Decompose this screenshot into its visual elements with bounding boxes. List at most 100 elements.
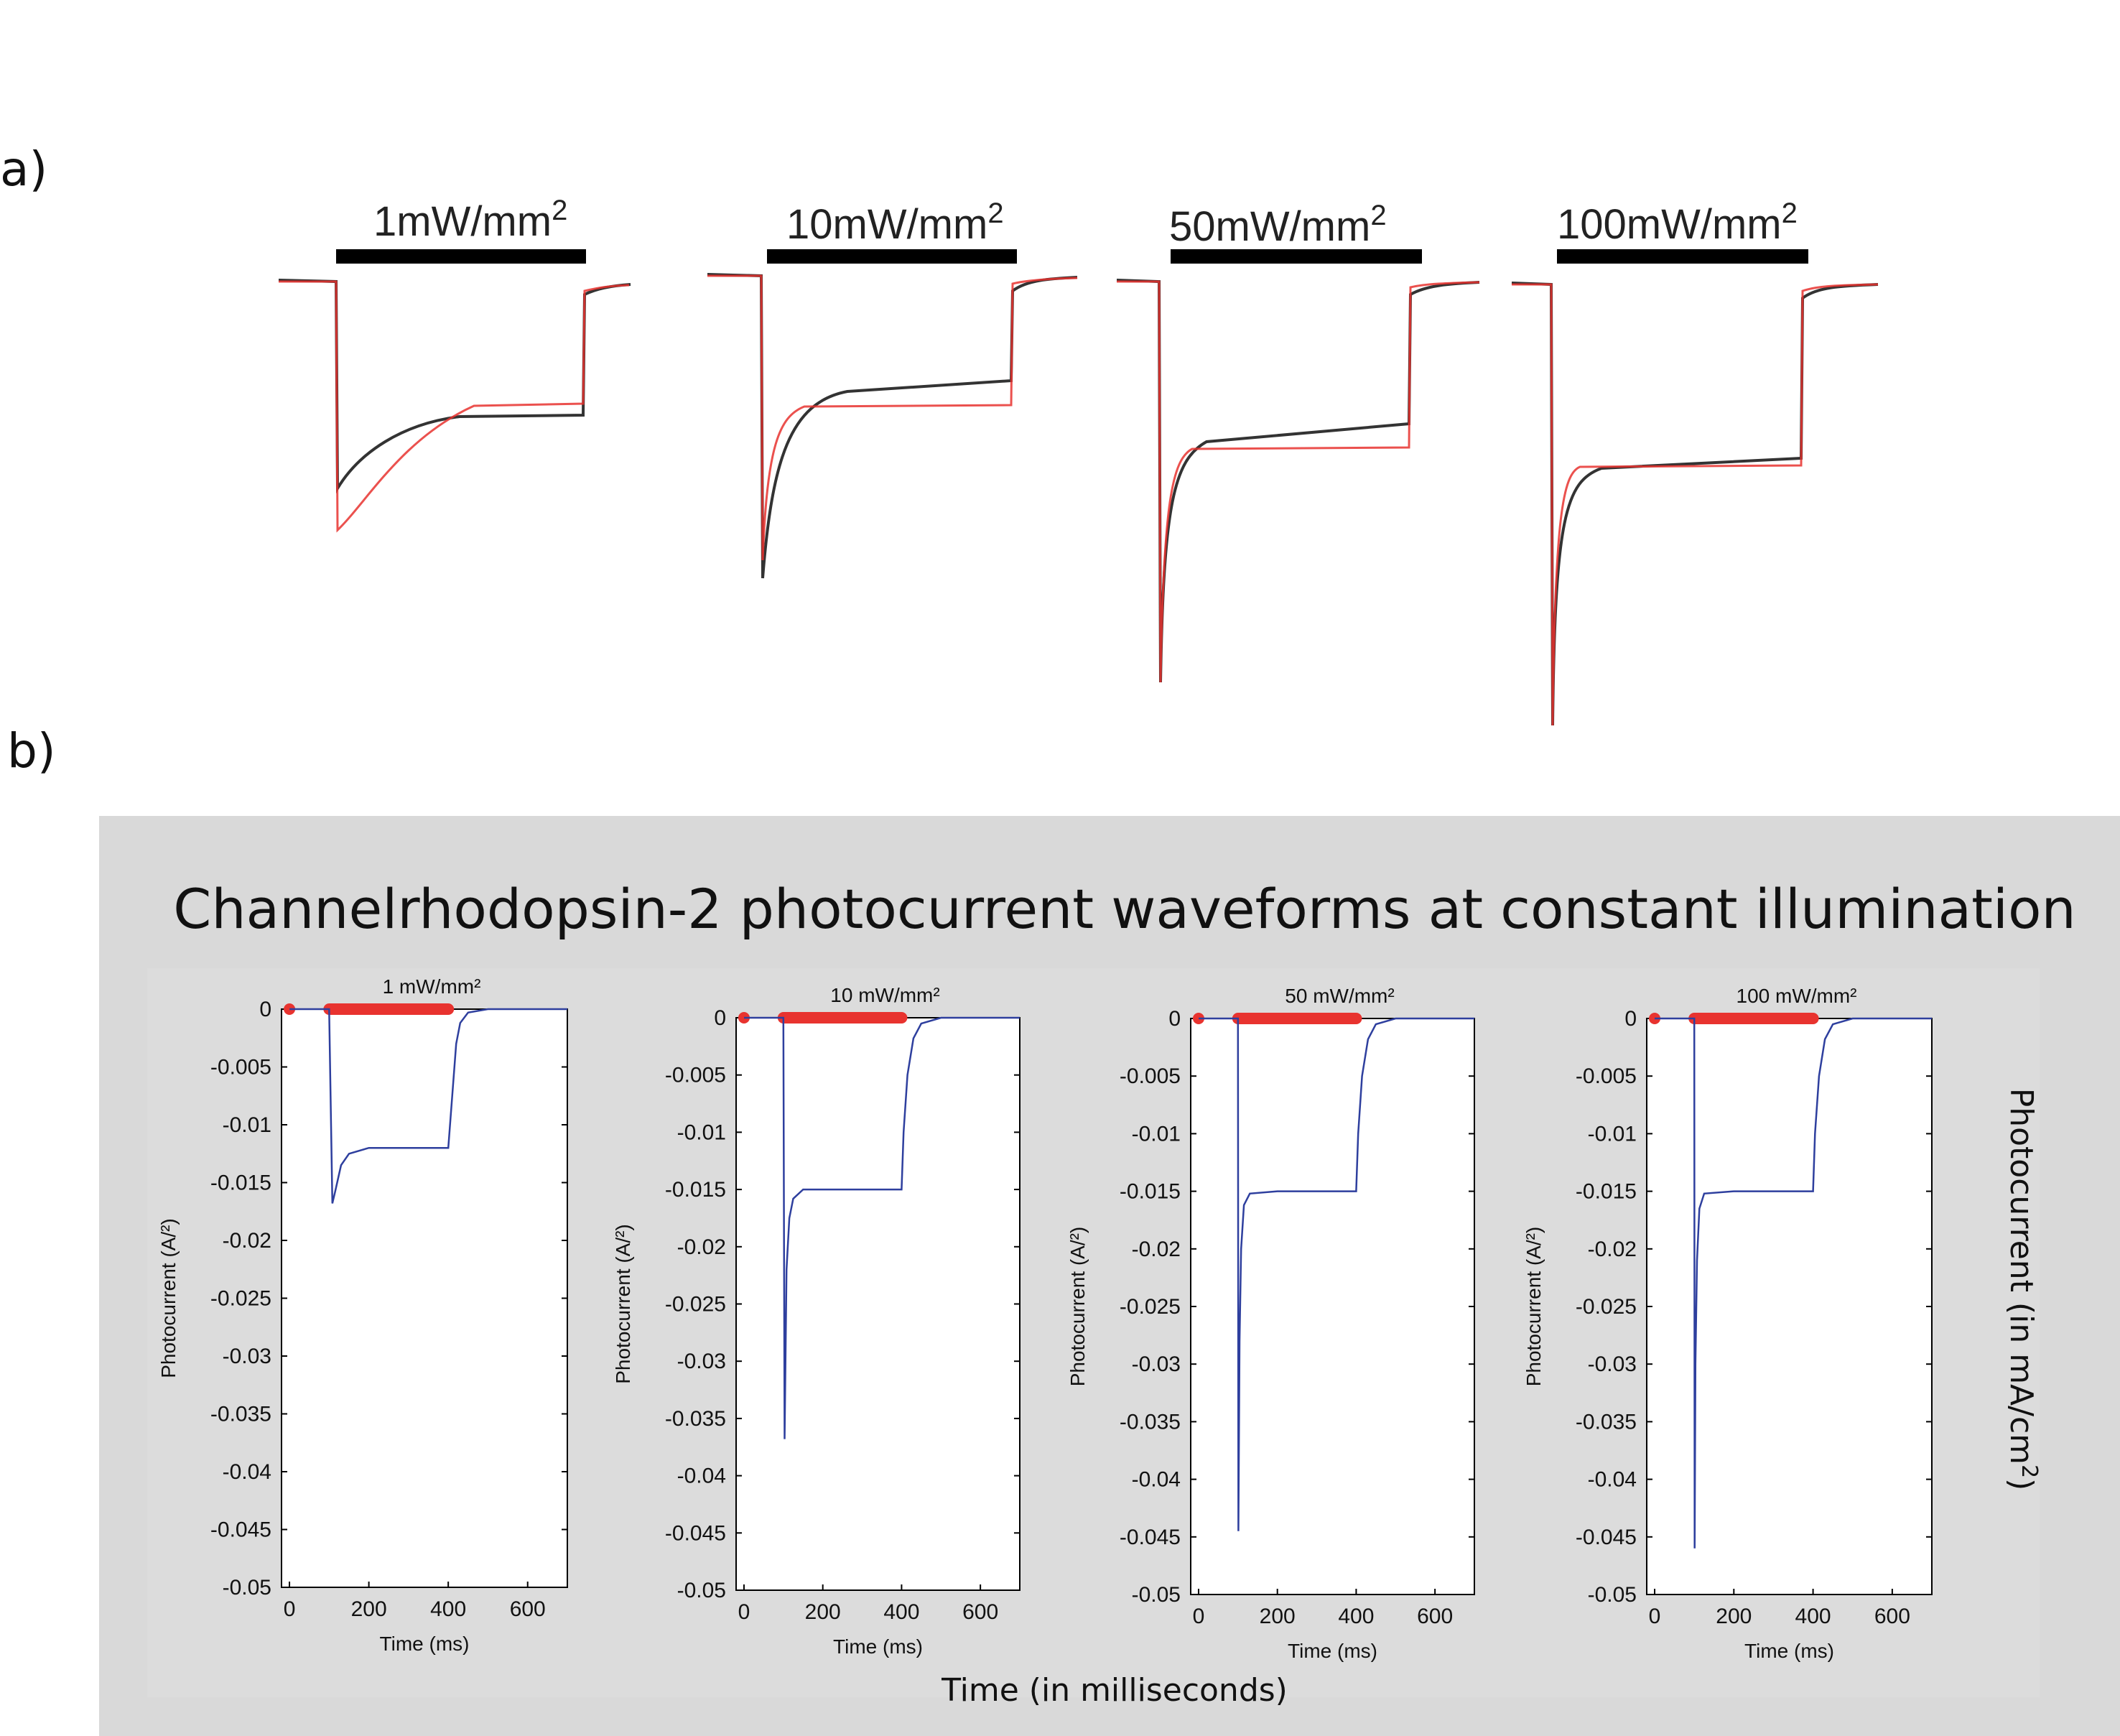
- subplot-4: 0 -0.005 -0.01 -0.015 -0.02 -0.025 -0.03 -0.035…: [1522, 985, 1933, 1662]
- y-tick-label: -0.04: [1588, 1468, 1637, 1492]
- stim-bar-3: [1171, 249, 1422, 264]
- x-axis-label-3: Time (ms): [1288, 1640, 1377, 1662]
- recorded-trace-1: [278, 279, 631, 494]
- stimulus-start-marker-2: [738, 1012, 750, 1024]
- x-tick-label: 400: [1795, 1605, 1831, 1628]
- recorded-trace-3: [1116, 279, 1480, 683]
- y-tick-label: -0.035: [665, 1407, 726, 1431]
- y-tick-label: -0.04: [223, 1460, 271, 1484]
- x-tick-label: 600: [1417, 1605, 1453, 1628]
- y-tick-label: -0.025: [1576, 1295, 1637, 1319]
- y-tick-label: -0.005: [665, 1064, 726, 1087]
- y-tick-label: -0.03: [1588, 1352, 1637, 1376]
- y-tick-label: -0.04: [677, 1465, 726, 1488]
- y-tick-label: -0.05: [1132, 1583, 1181, 1607]
- recorded-trace-4: [1511, 282, 1879, 726]
- panel-a-label: a): [0, 141, 47, 197]
- y-tick-label: -0.03: [677, 1350, 726, 1373]
- x-tick-label: 200: [805, 1600, 841, 1624]
- stimulus-start-marker-1: [284, 1003, 296, 1015]
- subplot-3: 0 -0.005 -0.01 -0.015 -0.02 -0.025 -0.03 -0.035…: [1066, 985, 1475, 1662]
- x-tick-label: 200: [351, 1597, 387, 1621]
- y-tick-label: -0.03: [223, 1345, 271, 1368]
- x-tick-label: 0: [284, 1597, 296, 1621]
- model-trace-1: [279, 280, 630, 533]
- subplot-2: 0 -0.005 -0.01 -0.015 -0.02 -0.025 -0.03 -0.035…: [612, 984, 1021, 1658]
- y-tick-label: -0.01: [223, 1113, 271, 1137]
- x-tick-label: 600: [510, 1597, 546, 1621]
- y-tick-label: -0.01: [1132, 1122, 1181, 1146]
- y-tick-label: -0.045: [665, 1521, 726, 1545]
- shared-y-axis-label: Photocurrent (in mA/cm2): [2003, 1088, 2042, 1491]
- y-tick-label: -0.025: [210, 1287, 271, 1311]
- stim-label-3: 50mW/mm2: [1169, 200, 1387, 250]
- x-tick-label: 200: [1260, 1605, 1296, 1628]
- y-tick-label: 0: [1624, 1007, 1637, 1031]
- x-tick-label: 400: [883, 1600, 919, 1624]
- y-axis-label-1: Photocurrent (A/²): [157, 1218, 180, 1378]
- y-tick-label: -0.025: [665, 1293, 726, 1317]
- stim-label-2: 10mW/mm2: [786, 198, 1004, 248]
- subplot-title-4: 100 mW/mm²: [1737, 985, 1857, 1007]
- y-tick-label: -0.005: [1120, 1064, 1181, 1088]
- x-tick-label: 400: [1338, 1605, 1374, 1628]
- y-tick-label: -0.03: [1132, 1352, 1181, 1376]
- y-tick-label: -0.015: [1576, 1180, 1637, 1204]
- subplot-1: 0 -0.005 -0.01 -0.015 -0.02 -0.025 -0.03 -0.035…: [157, 975, 568, 1655]
- y-tick-label: -0.025: [1120, 1295, 1181, 1319]
- y-tick-label: -0.005: [1576, 1064, 1637, 1088]
- x-axis-label-1: Time (ms): [380, 1633, 470, 1655]
- photocurrent-line-4: [1655, 1017, 1932, 1549]
- x-tick-label: 0: [1193, 1605, 1205, 1628]
- y-axis-label-4: Photocurrent (A/²): [1522, 1227, 1545, 1387]
- photocurrent-line-2: [744, 1016, 1020, 1439]
- stim-label-1: 1mW/mm2: [373, 195, 567, 245]
- y-tick-label: -0.04: [1132, 1468, 1181, 1492]
- stim-bar-2: [767, 249, 1017, 264]
- y-tick-label: -0.045: [1120, 1526, 1181, 1549]
- x-axis-label-2: Time (ms): [833, 1635, 923, 1658]
- x-tick-label: 400: [430, 1597, 466, 1621]
- y-tick-label: -0.015: [210, 1171, 271, 1195]
- y-tick-label: -0.035: [1576, 1410, 1637, 1434]
- y-tick-label: -0.045: [1576, 1526, 1637, 1549]
- model-trace-2: [707, 274, 1078, 561]
- y-tick-label: -0.02: [223, 1229, 271, 1253]
- y-axis-label-2: Photocurrent (A/²): [612, 1224, 634, 1384]
- y-tick-label: -0.05: [677, 1579, 726, 1602]
- subplots-group: 0 -0.005 -0.01 -0.015 -0.02 -0.025 -0.03 -0.035…: [157, 975, 1933, 1662]
- y-tick-label: -0.015: [1120, 1180, 1181, 1204]
- model-trace-3: [1117, 280, 1480, 683]
- panel-b-label: b): [7, 723, 56, 779]
- stim-label-4: 100mW/mm2: [1557, 198, 1798, 248]
- stim-bar-1: [336, 249, 586, 264]
- stim-bar-4: [1557, 249, 1808, 264]
- photocurrent-line-1: [289, 1008, 567, 1204]
- plot-area-1: [281, 1008, 568, 1588]
- x-tick-label: 600: [1874, 1605, 1910, 1628]
- y-tick-label: -0.05: [223, 1576, 271, 1600]
- photocurrent-line-3: [1199, 1017, 1474, 1531]
- y-tick-label: -0.005: [210, 1056, 271, 1080]
- x-axis-label-4: Time (ms): [1744, 1640, 1834, 1662]
- y-tick-label: -0.015: [665, 1178, 726, 1202]
- y-tick-label: -0.01: [1588, 1122, 1637, 1146]
- x-tick-label: 600: [962, 1600, 998, 1624]
- stimulus-start-marker-3: [1192, 1013, 1204, 1024]
- plot-area-4: [1646, 1018, 1933, 1595]
- subplot-title-1: 1 mW/mm²: [383, 975, 481, 998]
- shared-x-axis-label: Time (in milliseconds): [941, 1672, 1288, 1709]
- y-tick-label: 0: [259, 998, 271, 1021]
- y-tick-label: -0.045: [210, 1518, 271, 1542]
- panel-b-title: Channelrhodopsin-2 photocurrent waveform…: [173, 877, 2075, 941]
- y-tick-label: -0.01: [677, 1120, 726, 1144]
- y-tick-label: -0.02: [1132, 1238, 1181, 1261]
- x-tick-label: 200: [1716, 1605, 1752, 1628]
- y-tick-label: 0: [1168, 1007, 1181, 1031]
- y-tick-label: -0.02: [1588, 1238, 1637, 1261]
- y-tick-label: -0.035: [210, 1403, 271, 1426]
- x-tick-label: 0: [1649, 1605, 1661, 1628]
- plot-area-2: [735, 1017, 1021, 1591]
- y-tick-label: -0.02: [677, 1235, 726, 1259]
